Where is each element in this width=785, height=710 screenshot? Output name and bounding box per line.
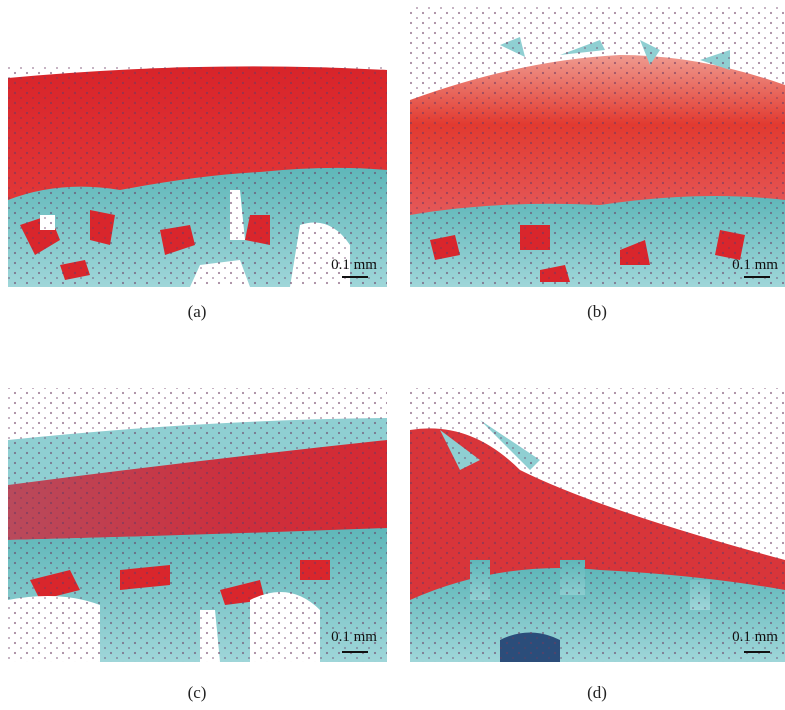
panel-c-image [8,388,387,662]
panel-a-image [8,65,387,287]
scale-bar-label: 0.1 mm [732,257,778,273]
panel-label: (c) [188,683,207,702]
panel-b-image [410,5,785,287]
panel-label: (d) [587,683,607,702]
figure: 0.1 mm 0.1 mm 0.1 mm 0.1 mm (a) (b) (c) … [0,0,785,710]
panel-label: (a) [188,302,207,321]
panel-d-image [410,388,785,662]
scale-bar-label: 0.1 mm [331,257,377,273]
scale-bar-label: 0.1 mm [331,629,377,645]
panel-label: (b) [587,302,607,321]
scale-bar-label: 0.1 mm [732,629,778,645]
